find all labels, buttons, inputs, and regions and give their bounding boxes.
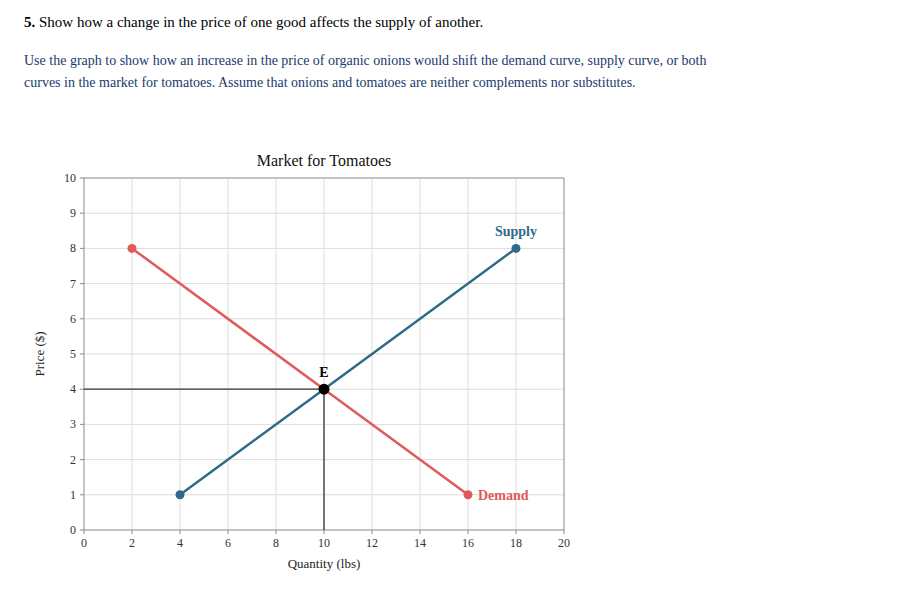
curve-label: Demand xyxy=(478,488,529,503)
plot-background xyxy=(84,178,564,530)
grid xyxy=(84,178,564,530)
y-grid-line xyxy=(84,318,564,319)
x-tick xyxy=(420,530,421,534)
curve-0 xyxy=(180,248,516,494)
y-tick-label: 9 xyxy=(70,206,76,220)
curve-label: Supply xyxy=(495,224,537,239)
x-tick-label: 16 xyxy=(462,536,474,550)
curve-endpoint xyxy=(464,490,473,499)
x-tick xyxy=(180,530,181,534)
x-axis-label: Quantity (lbs) xyxy=(288,556,361,571)
y-grid-line xyxy=(84,213,564,214)
curve-endpoint xyxy=(176,490,185,499)
header-number: 5. xyxy=(24,14,35,31)
body-text: Use the graph to show how an increase in… xyxy=(24,50,706,94)
equilibrium-label: E xyxy=(319,365,328,380)
y-tick-label: 8 xyxy=(70,241,76,255)
y-tick-label: 5 xyxy=(70,347,76,361)
y-tick-label: 3 xyxy=(70,417,76,431)
y-grid-line xyxy=(84,354,564,355)
y-axis-label: Price ($) xyxy=(32,331,47,376)
y-tick-label: 4 xyxy=(70,382,76,396)
chart-title: Market for Tomatoes xyxy=(257,152,392,169)
y-tick xyxy=(80,283,84,284)
plot-data xyxy=(84,244,521,530)
x-tick-label: 20 xyxy=(558,536,570,550)
y-tick xyxy=(80,248,84,249)
x-tick xyxy=(516,530,517,534)
equilibrium-quantity-line xyxy=(323,389,324,530)
equilibrium-point xyxy=(319,384,330,395)
y-grid-line xyxy=(84,283,564,284)
y-tick-label: 0 xyxy=(70,523,76,537)
y-tick xyxy=(80,459,84,460)
x-tick-label: 14 xyxy=(414,536,426,550)
y-tick xyxy=(80,530,84,531)
y-tick xyxy=(80,318,84,319)
curve-endpoint xyxy=(512,244,521,253)
y-tick xyxy=(80,494,84,495)
x-tick-label: 4 xyxy=(177,536,183,550)
x-tick xyxy=(276,530,277,534)
x-tick-label: 2 xyxy=(129,536,135,550)
curve-endpoint xyxy=(128,244,137,253)
y-tick-label: 7 xyxy=(70,277,76,291)
y-tick-label: 10 xyxy=(64,171,76,185)
y-tick xyxy=(80,213,84,214)
y-tick xyxy=(80,178,84,179)
x-tick xyxy=(468,530,469,534)
y-tick-label: 6 xyxy=(70,312,76,326)
header-text: Show how a change in the price of one go… xyxy=(35,14,483,31)
curve-1 xyxy=(132,248,468,494)
x-tick xyxy=(228,530,229,534)
plot-frame xyxy=(84,178,564,530)
x-tick-label: 18 xyxy=(510,536,522,550)
x-tick-label: 6 xyxy=(225,536,231,550)
x-tick-label: 12 xyxy=(366,536,378,550)
y-tick-label: 1 xyxy=(70,488,76,502)
x-tick xyxy=(324,530,325,534)
x-tick-label: 8 xyxy=(273,536,279,550)
x-tick xyxy=(132,530,133,534)
x-tick xyxy=(372,530,373,534)
chart-canvas: 02468101214161820012345678910SupplyDeman… xyxy=(0,0,919,607)
x-tick-label: 0 xyxy=(81,536,87,550)
y-tick-label: 2 xyxy=(70,453,76,467)
x-tick-label: 10 xyxy=(318,536,330,550)
x-tick xyxy=(84,530,85,534)
x-tick xyxy=(564,530,565,534)
y-tick xyxy=(80,424,84,425)
y-tick xyxy=(80,354,84,355)
equilibrium-price-line xyxy=(84,389,324,390)
y-tick xyxy=(80,389,84,390)
y-grid-line xyxy=(84,248,564,249)
